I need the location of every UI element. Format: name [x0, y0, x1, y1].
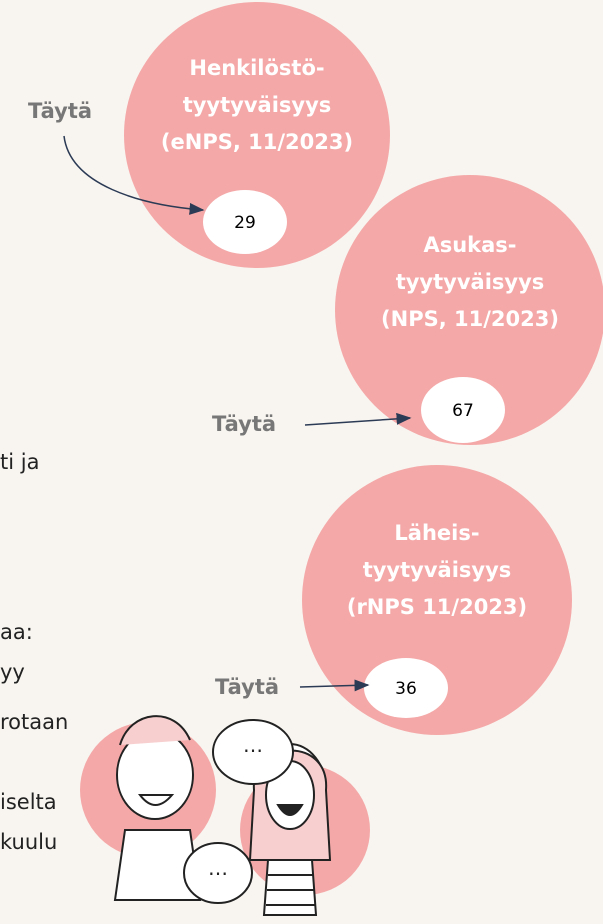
value: 36 [395, 679, 417, 699]
slide: ti ja aa: yy rotaan iselta kuulu Henkilö… [0, 0, 603, 924]
circle-title: (rNPS 11/2023) [347, 595, 527, 619]
body-text: kuulu [0, 830, 57, 854]
body-text: aa: [0, 620, 33, 644]
circle-title: (eNPS, 11/2023) [161, 130, 353, 154]
fill-label: Täytä [28, 99, 92, 123]
svg-text:…: … [243, 733, 263, 757]
circle-title: tyytyväisyys [396, 270, 545, 294]
circle-title: Läheis- [394, 521, 479, 545]
fill-label: Täytä [212, 412, 276, 436]
circle-title: tyytyväisyys [363, 558, 512, 582]
body-text: rotaan [0, 710, 68, 734]
body-text: yy [0, 660, 25, 684]
value: 67 [452, 401, 474, 421]
fill-label: Täytä [215, 675, 279, 699]
circle-title: Henkilöstö- [189, 56, 324, 80]
body-text: iselta [0, 790, 57, 814]
body-text: ti ja [0, 450, 39, 474]
circle-title: (NPS, 11/2023) [381, 307, 559, 331]
svg-text:…: … [208, 856, 228, 880]
value: 29 [234, 213, 256, 233]
circle-title: tyytyväisyys [183, 93, 332, 117]
circle-title: Asukas- [423, 233, 516, 257]
